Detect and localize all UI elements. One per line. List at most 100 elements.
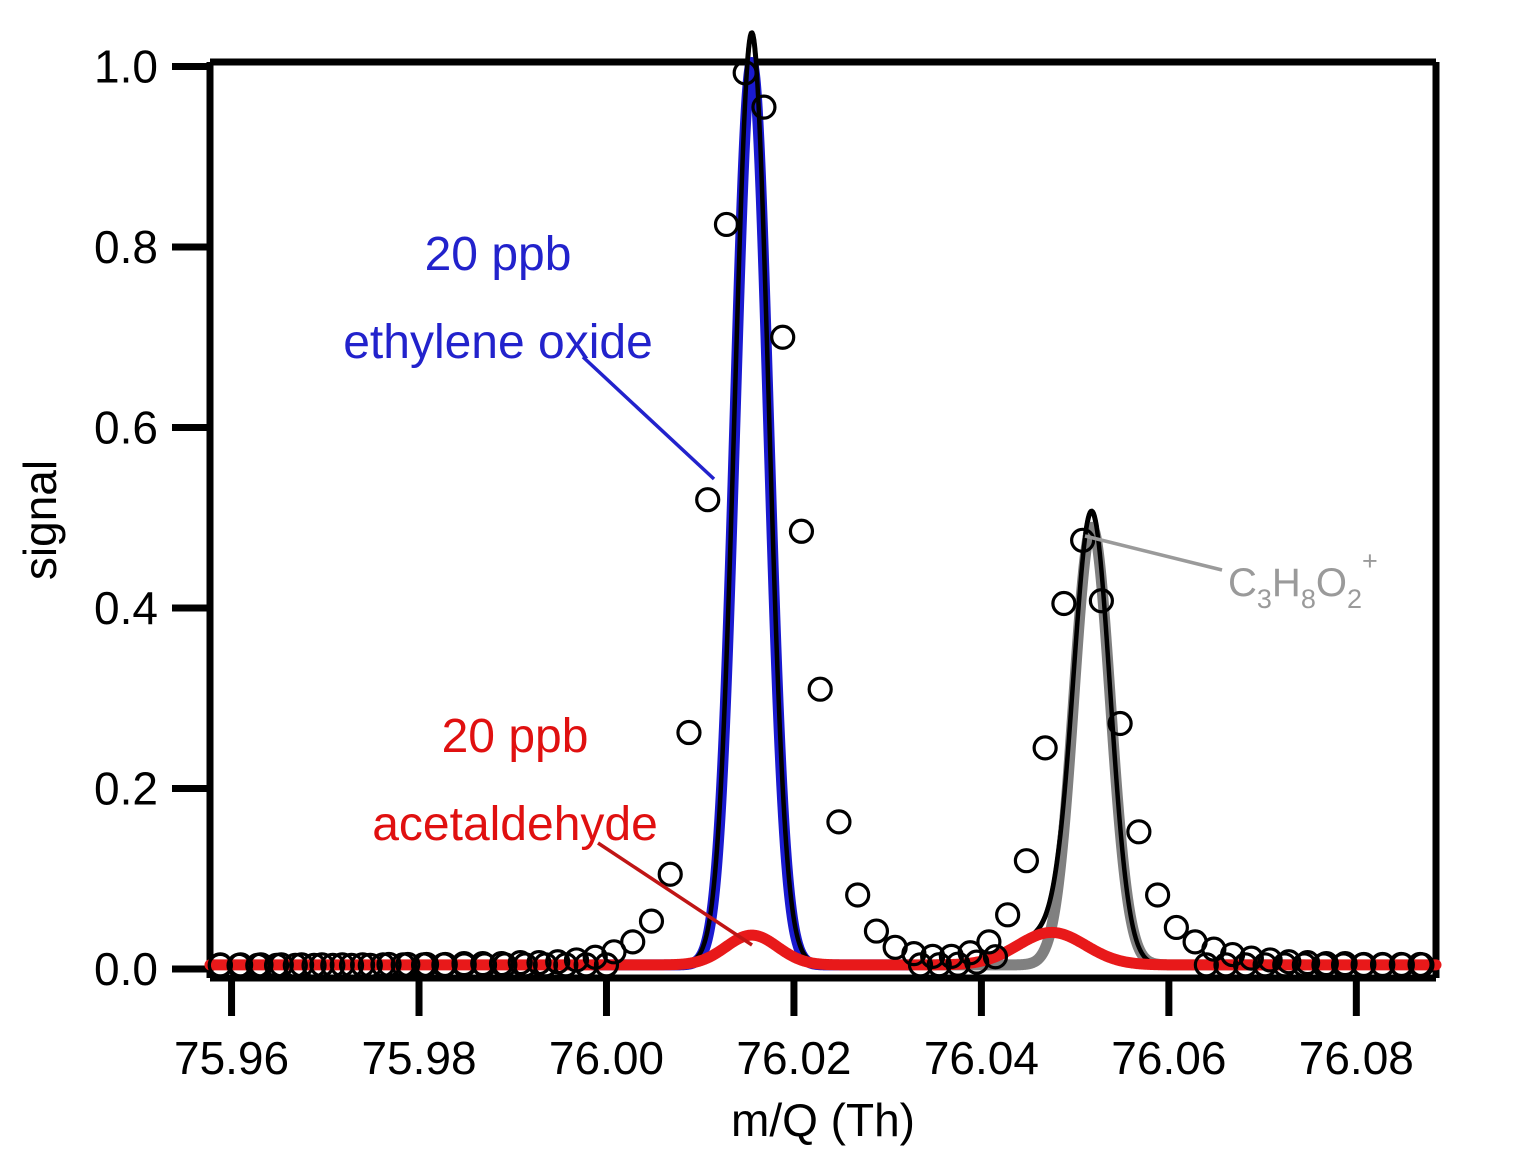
data-point-marker bbox=[676, 719, 702, 746]
data-point-marker bbox=[1330, 952, 1357, 978]
data-point-marker bbox=[248, 952, 274, 978]
data-point-marker bbox=[1107, 710, 1133, 737]
data-point-marker bbox=[320, 952, 346, 978]
data-point-marker bbox=[1145, 882, 1171, 908]
data-point-marker bbox=[807, 676, 833, 702]
ethylene-oxide-label-line: ethylene oxide bbox=[343, 316, 653, 369]
data-point-marker bbox=[863, 918, 890, 944]
data-point-marker bbox=[826, 809, 852, 835]
x-tick-label: 75.98 bbox=[361, 1032, 476, 1084]
acetaldehyde-leader-line bbox=[597, 841, 753, 947]
data-point-marker bbox=[357, 952, 383, 978]
data-point-marker bbox=[1350, 952, 1376, 978]
data-point-marker bbox=[289, 952, 315, 978]
data-point-marker bbox=[532, 952, 559, 978]
data-point-marker bbox=[329, 952, 355, 978]
data-point-marker bbox=[770, 324, 796, 350]
x-tick-label: 76.06 bbox=[1111, 1032, 1226, 1084]
data-point-marker bbox=[845, 882, 871, 908]
data-point-marker bbox=[751, 94, 777, 120]
data-point-marker bbox=[976, 929, 1002, 955]
data-point-marker bbox=[995, 902, 1021, 928]
data-point-marker bbox=[451, 952, 477, 978]
data-point-marker bbox=[1311, 952, 1337, 978]
y-axis-title: signal bbox=[14, 460, 66, 580]
data-point-marker bbox=[309, 952, 335, 978]
data-point-marker bbox=[1409, 952, 1435, 978]
data-point-marker bbox=[593, 952, 620, 978]
data-point-marker bbox=[410, 952, 437, 978]
data-point-marker bbox=[471, 952, 498, 978]
data-point-marker bbox=[713, 211, 740, 238]
acetaldehyde-label-line: 20 ppb bbox=[442, 710, 589, 763]
x-axis-title: m/Q (Th) bbox=[731, 1094, 915, 1146]
x-axis-ticks: 75.96 75.98 76.00 76.02 76.04 76.06 76.08 bbox=[174, 978, 1414, 1084]
data-point-marker bbox=[553, 952, 579, 978]
x-tick-label: 76.08 bbox=[1299, 1032, 1414, 1084]
acetaldehyde-annotation: 20 ppb acetaldehyde bbox=[372, 710, 658, 851]
data-point-marker bbox=[228, 952, 254, 978]
x-tick-label: 76.04 bbox=[924, 1032, 1039, 1084]
data-point-marker bbox=[492, 952, 518, 978]
data-point-marker bbox=[1276, 949, 1302, 975]
data-point-marker bbox=[1213, 952, 1239, 978]
data-point-marker bbox=[695, 487, 721, 513]
acetaldehyde-label-line: acetaldehyde bbox=[372, 798, 658, 851]
plot-frame bbox=[206, 58, 1440, 982]
ethylene-oxide-annotation: 20 ppb ethylene oxide bbox=[343, 228, 653, 369]
ethylene-oxide-leader-line bbox=[581, 355, 716, 481]
annotation-leaders bbox=[581, 355, 1223, 947]
data-point-marker bbox=[1389, 952, 1415, 978]
data-point-marker bbox=[573, 952, 599, 978]
data-point-marker bbox=[926, 952, 952, 978]
data-point-marker bbox=[1088, 588, 1114, 614]
data-point-marker bbox=[431, 952, 457, 978]
y-tick-label: 0.0 bbox=[94, 943, 158, 995]
c3h8o2-annotation: C3H8O2+ bbox=[1228, 546, 1378, 614]
data-point-marker bbox=[301, 952, 327, 978]
data-point-marker bbox=[370, 952, 396, 978]
y-tick-label: 0.8 bbox=[94, 221, 158, 273]
data-point-marker bbox=[1257, 947, 1283, 973]
data-point-marker bbox=[1013, 848, 1040, 874]
data-point-marker bbox=[268, 952, 294, 978]
data-point-marker bbox=[1193, 952, 1219, 978]
ethylene-oxide-label-line: 20 ppb bbox=[425, 228, 572, 281]
data-point-marker bbox=[907, 952, 934, 978]
y-tick-label: 1.0 bbox=[94, 41, 158, 93]
x-tick-label: 75.96 bbox=[174, 1032, 289, 1084]
c3h8o2-leader-line bbox=[1084, 534, 1223, 572]
data-point-marker bbox=[1032, 735, 1058, 761]
data-point-marker bbox=[1370, 952, 1396, 978]
data-point-marker bbox=[1232, 952, 1259, 978]
data-point-marker bbox=[788, 518, 815, 544]
data-point-marker bbox=[349, 952, 376, 978]
data-point-marker bbox=[390, 952, 416, 978]
measured-data-markers bbox=[207, 60, 1435, 978]
data-point-marker bbox=[1051, 590, 1077, 617]
y-tick-label: 0.2 bbox=[94, 762, 158, 814]
data-point-marker bbox=[1272, 952, 1298, 978]
data-point-marker bbox=[620, 929, 646, 955]
data-point-marker bbox=[945, 951, 971, 977]
data-point-marker bbox=[1252, 952, 1278, 978]
data-point-marker bbox=[732, 60, 758, 86]
data-point-marker bbox=[657, 861, 683, 887]
data-point-marker bbox=[638, 908, 665, 934]
data-point-marker bbox=[982, 944, 1009, 970]
x-tick-label: 76.02 bbox=[736, 1032, 851, 1084]
data-point-marker bbox=[1163, 914, 1189, 941]
y-axis-ticks: 0.0 0.2 0.4 0.6 0.8 1.0 bbox=[94, 41, 210, 995]
data-point-marker bbox=[338, 952, 365, 978]
c3h8o2-formula-label: C3H8O2+ bbox=[1228, 546, 1378, 614]
data-point-marker bbox=[1291, 952, 1317, 978]
y-tick-label: 0.6 bbox=[94, 401, 158, 453]
data-point-marker bbox=[1126, 819, 1152, 845]
x-tick-label: 76.00 bbox=[549, 1032, 664, 1084]
data-point-marker bbox=[512, 952, 538, 978]
data-point-marker bbox=[1238, 945, 1264, 971]
data-point-marker bbox=[1070, 527, 1096, 553]
data-point-marker bbox=[207, 952, 233, 978]
